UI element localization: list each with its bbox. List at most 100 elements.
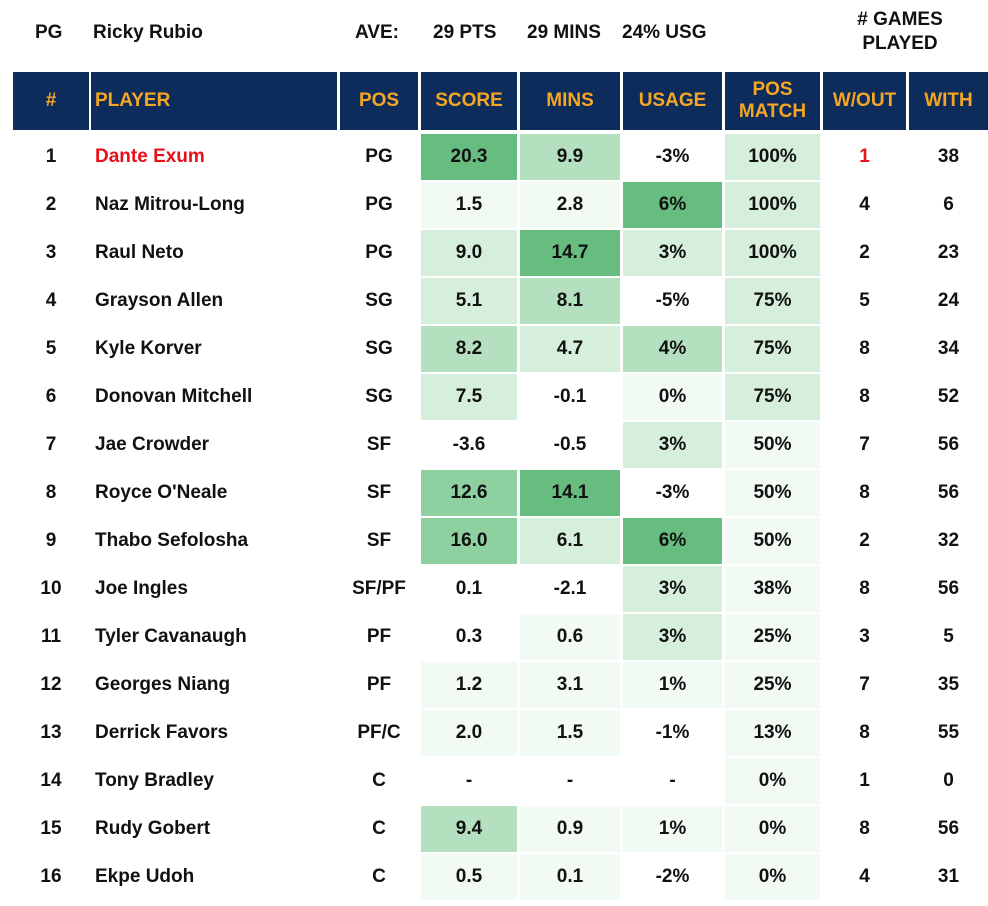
cell-usage: -1% (655, 722, 690, 743)
cell-pos-match: 50% (725, 422, 820, 468)
cell-usage: - (669, 770, 676, 791)
cell-player: Derrick Favors (95, 722, 229, 743)
cell-score: 1.2 (421, 662, 517, 708)
cell-score: 0.3 (455, 626, 483, 647)
cell-pos-match: 100% (725, 134, 820, 180)
table-header: # PLAYER POS SCORE MINS USAGE POS MATCH W/OUT WI… (0, 72, 988, 130)
cell-player: Royce O'Neale (95, 482, 228, 503)
cell-pos: PG (365, 146, 393, 167)
cell-pos: PG (365, 242, 393, 263)
cell-player: Ekpe Udoh (95, 866, 195, 887)
cell-pos: PF (366, 674, 392, 695)
summary-ave-label: AVE: (355, 22, 399, 43)
cell-player: Donovan Mitchell (95, 386, 253, 407)
table-row: 8 Royce O'Neale SF 12.6 14.1 -3% 50% 8 56 (0, 470, 988, 516)
table-row: 3 Raul Neto PG 9.0 14.7 3% 100% 2 23 (0, 230, 988, 276)
summary-points: 29 PTS (433, 22, 497, 43)
cell-mins: -0.1 (553, 386, 587, 407)
cell-wout: 8 (859, 386, 870, 407)
cell-player: Joe Ingles (95, 578, 188, 599)
cell-wout: 1 (859, 770, 870, 791)
cell-wout: 5 (859, 290, 870, 311)
cell-pos: C (372, 866, 386, 887)
cell-with: 52 (937, 386, 960, 407)
cell-num: 6 (45, 386, 57, 407)
cell-score: 5.1 (421, 278, 517, 324)
cell-num: 16 (40, 866, 62, 887)
cell-pos: C (372, 818, 386, 839)
cell-score: 9.4 (421, 806, 517, 852)
cell-usage: 0% (623, 374, 722, 420)
cell-usage: 1% (623, 662, 722, 708)
cell-pos-match: 50% (725, 470, 820, 516)
cell-with: 56 (937, 818, 960, 839)
cell-mins: 14.1 (520, 470, 620, 516)
cell-with: 23 (937, 242, 960, 263)
cell-player: Thabo Sefolosha (95, 530, 249, 551)
cell-pos: PF (366, 626, 392, 647)
cell-usage: -3% (655, 482, 690, 503)
table-row: 5 Kyle Korver SG 8.2 4.7 4% 75% 8 34 (0, 326, 988, 372)
cell-num: 14 (40, 770, 62, 791)
cell-mins: 0.1 (520, 854, 620, 900)
cell-wout: 2 (859, 530, 870, 551)
cell-wout: 4 (859, 866, 870, 887)
cell-score: 0.5 (421, 854, 517, 900)
header-col-mins: MINS (520, 72, 620, 130)
cell-mins: 3.1 (520, 662, 620, 708)
cell-with: 6 (943, 194, 954, 215)
table-row: 15 Rudy Gobert C 9.4 0.9 1% 0% 8 56 (0, 806, 988, 852)
cell-score: 9.0 (421, 230, 517, 276)
cell-score: 16.0 (421, 518, 517, 564)
cell-num: 7 (45, 434, 57, 455)
cell-score: - (465, 770, 473, 791)
cell-pos-match: 75% (725, 326, 820, 372)
cell-pos-match: 75% (725, 374, 820, 420)
cell-pos-match: 25% (725, 662, 820, 708)
cell-num: 9 (45, 530, 57, 551)
cell-pos-match: 100% (725, 230, 820, 276)
cell-score: 8.2 (421, 326, 517, 372)
cell-usage: 3% (623, 422, 722, 468)
cell-with: 55 (937, 722, 960, 743)
cell-usage: 3% (623, 614, 722, 660)
header-col-wout: W/OUT (823, 72, 906, 130)
cell-pos-match: 13% (725, 710, 820, 756)
cell-num: 12 (40, 674, 62, 695)
cell-pos-match: 100% (725, 182, 820, 228)
cell-player: Tyler Cavanaugh (95, 626, 247, 647)
cell-usage: -5% (655, 290, 690, 311)
cell-pos-match: 25% (725, 614, 820, 660)
cell-pos-match: 0% (725, 806, 820, 852)
cell-pos: PF/C (357, 722, 401, 743)
cell-usage: -3% (655, 146, 690, 167)
cell-player: Tony Bradley (95, 770, 214, 791)
cell-with: 56 (937, 434, 960, 455)
header-col-score: SCORE (421, 72, 517, 130)
cell-wout: 3 (859, 626, 870, 647)
table-row: 1 Dante Exum PG 20.3 9.9 -3% 100% 1 38 (0, 134, 988, 180)
cell-pos-match: 50% (725, 518, 820, 564)
cell-wout: 8 (859, 482, 870, 503)
games-played-line1: # GAMES (857, 9, 943, 30)
table-row: 7 Jae Crowder SF -3.6 -0.5 3% 50% 7 56 (0, 422, 988, 468)
cell-with: 38 (937, 146, 960, 167)
cell-num: 1 (45, 146, 57, 167)
cell-score: 7.5 (421, 374, 517, 420)
cell-num: 8 (45, 482, 57, 503)
cell-with: 56 (937, 578, 960, 599)
cell-pos: SF (366, 482, 392, 503)
cell-usage: 3% (623, 566, 722, 612)
cell-with: 35 (937, 674, 960, 695)
cell-player: Jae Crowder (95, 434, 210, 455)
cell-mins: -2.1 (553, 578, 587, 599)
cell-pos-match: 75% (725, 278, 820, 324)
cell-player: Kyle Korver (95, 338, 202, 359)
cell-score: 12.6 (421, 470, 517, 516)
header-col-pos-match: POS MATCH (725, 72, 820, 130)
header-col-player: PLAYER (91, 72, 337, 130)
cell-score: 0.1 (455, 578, 483, 599)
cell-wout: 7 (859, 674, 870, 695)
cell-player: Georges Niang (95, 674, 231, 695)
cell-num: 2 (45, 194, 57, 215)
